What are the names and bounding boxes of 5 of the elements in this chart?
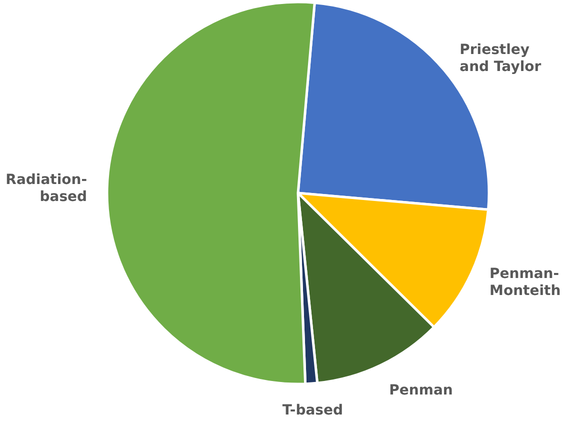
slice-label: Penman (389, 382, 453, 398)
slice-label: T-based (282, 402, 344, 419)
slice-label: Priestley and Taylor (460, 42, 542, 75)
slice-label: Penman-Monteith (490, 266, 561, 299)
slice-label: Radiation-based (6, 172, 88, 206)
